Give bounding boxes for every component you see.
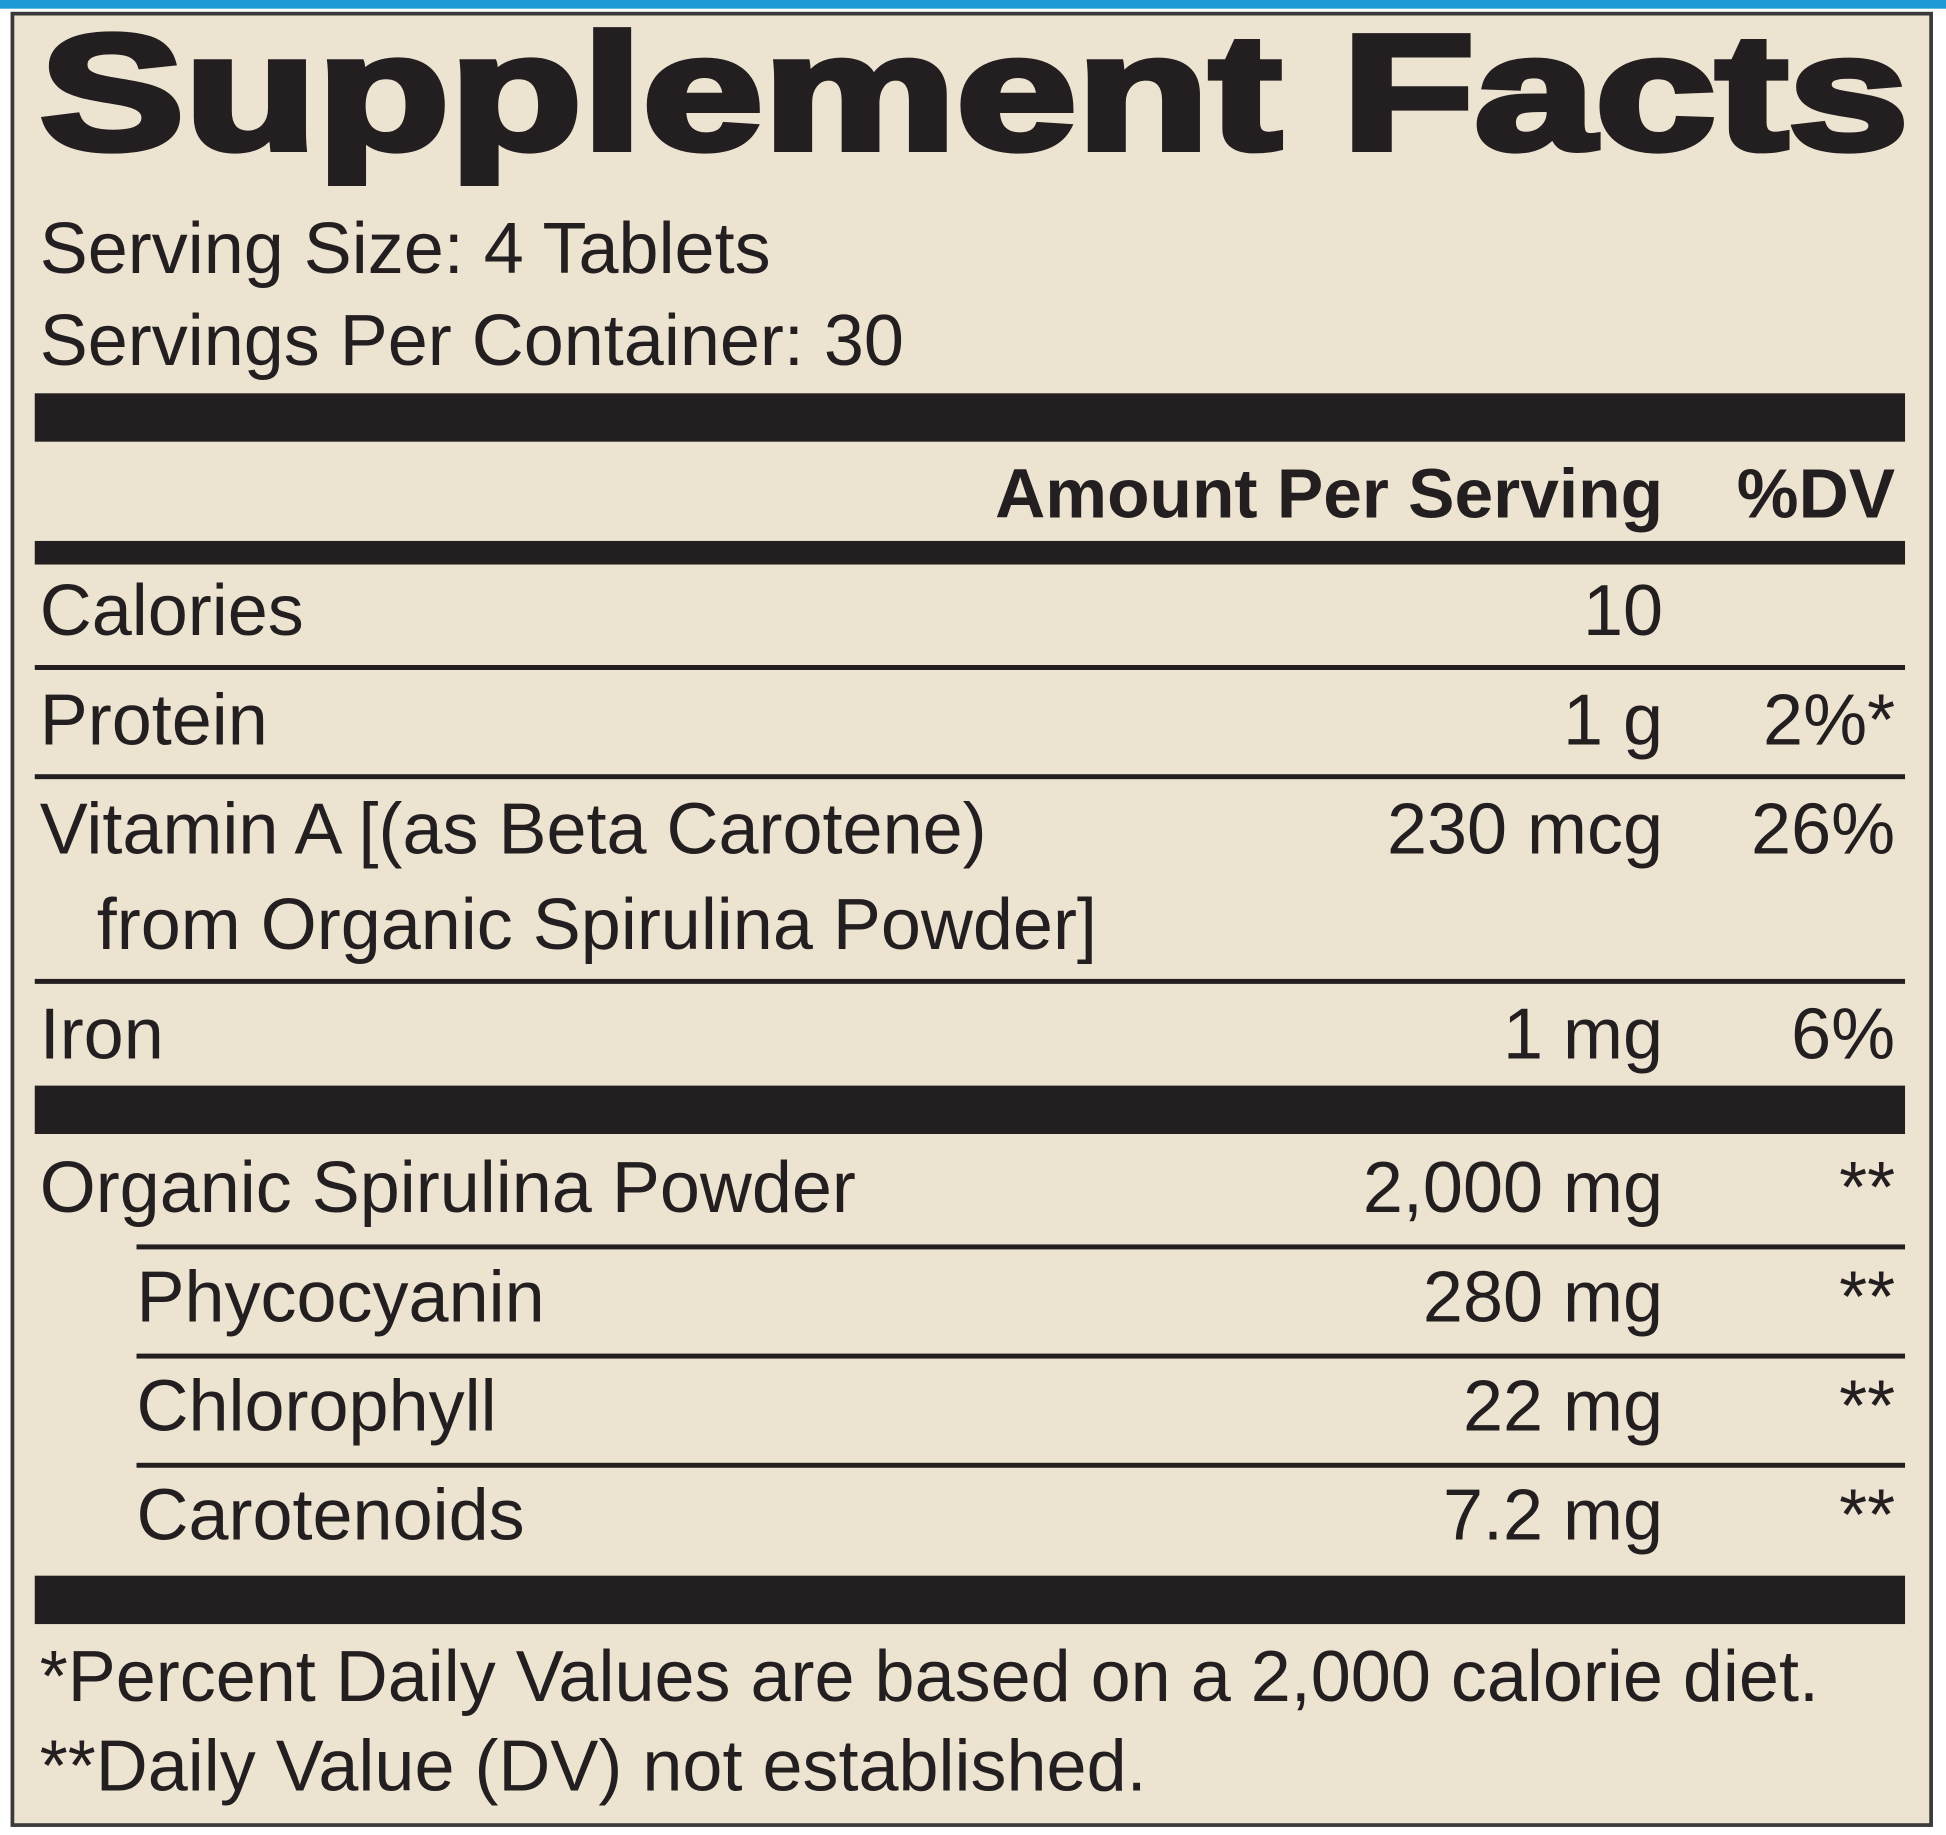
daily-value: ** <box>1839 1148 1895 1228</box>
footnote: *Percent Daily Values are based on a 2,0… <box>40 1637 1819 1717</box>
daily-value: ** <box>1839 1476 1895 1556</box>
label-title: Supplement Facts <box>40 1 1909 184</box>
nutrient-name: Chlorophyll <box>137 1367 497 1447</box>
thick-rule <box>34 393 1906 442</box>
thick-rule <box>34 1085 1906 1135</box>
thin-rule <box>34 978 1906 984</box>
daily-value: ** <box>1839 1367 1895 1447</box>
thin-rule <box>136 1244 1906 1250</box>
daily-value: ** <box>1839 1257 1895 1337</box>
medium-rule <box>34 540 1906 565</box>
amount: 280 mg <box>1423 1257 1663 1337</box>
thick-rule <box>34 1575 1906 1625</box>
nutrient-name: Vitamin A [(as Beta Carotene) <box>40 790 987 870</box>
amount: 22 mg <box>1463 1367 1663 1447</box>
thin-rule <box>34 665 1906 670</box>
footnote: **Daily Value (DV) not established. <box>40 1726 1147 1806</box>
daily-value: 26% <box>1751 790 1895 870</box>
thin-rule <box>136 1353 1906 1359</box>
daily-value: 2%* <box>1763 680 1895 760</box>
nutrient-name: Calories <box>40 571 304 651</box>
nutrient-name: Phycocyanin <box>137 1257 545 1337</box>
amount: 7.2 mg <box>1443 1476 1663 1556</box>
amount: 1 mg <box>1503 994 1663 1074</box>
nutrient-name: Protein <box>40 680 268 760</box>
nutrient-name: Iron <box>40 994 164 1074</box>
amount: 2,000 mg <box>1363 1148 1663 1228</box>
nutrient-name: from Organic Spirulina Powder] <box>97 885 1097 965</box>
amount: 1 g <box>1563 680 1663 760</box>
nutrient-name: Organic Spirulina Powder <box>40 1148 856 1228</box>
amount-header: Amount Per Serving <box>995 454 1663 532</box>
label-panel <box>10 11 1933 1827</box>
servings-per-container: Servings Per Container: 30 <box>40 301 904 381</box>
thin-rule <box>136 1462 1906 1468</box>
thin-rule <box>34 774 1906 780</box>
amount: 230 mcg <box>1387 790 1663 870</box>
daily-value: 6% <box>1791 994 1895 1074</box>
nutrient-name: Carotenoids <box>137 1476 525 1556</box>
amount: 10 <box>1583 571 1663 651</box>
serving-size: Serving Size: 4 Tablets <box>40 209 771 289</box>
top-accent <box>0 0 1946 9</box>
dv-header: %DV <box>1737 454 1895 532</box>
